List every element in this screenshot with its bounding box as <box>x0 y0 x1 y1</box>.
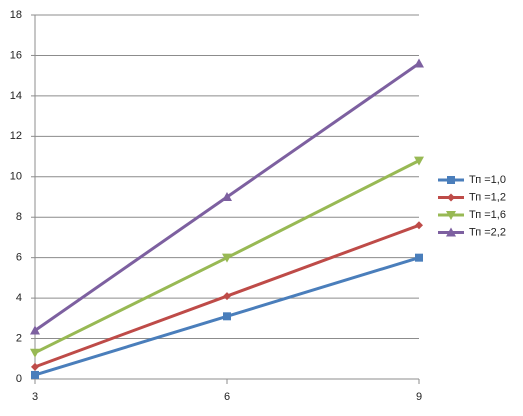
x-tick-label: 3 <box>32 391 38 403</box>
y-tick-label: 0 <box>16 373 22 385</box>
x-tick-label: 9 <box>416 391 422 403</box>
marker <box>31 370 39 379</box>
marker <box>30 325 40 335</box>
marker <box>415 253 423 262</box>
y-tick-label: 14 <box>10 90 22 102</box>
y-tick-label: 4 <box>16 292 22 304</box>
marker <box>223 292 231 301</box>
marker <box>222 253 232 263</box>
y-tick-label: 2 <box>16 332 22 344</box>
marker <box>31 362 39 371</box>
marker <box>30 348 40 358</box>
marker <box>223 312 231 321</box>
x-tick-label: 6 <box>224 391 230 403</box>
marker <box>414 156 424 166</box>
y-tick-label: 18 <box>10 9 22 21</box>
legend-label: Тп =1,2 <box>469 191 506 203</box>
y-tick-label: 16 <box>10 49 22 61</box>
legend-label: Тп =1,6 <box>469 209 506 221</box>
y-tick-label: 10 <box>10 171 22 183</box>
legend-label: Тп =1,0 <box>469 174 506 186</box>
legend-label: Тп =2,2 <box>469 226 506 238</box>
marker <box>414 58 424 68</box>
marker <box>415 221 423 230</box>
y-tick-label: 12 <box>10 130 22 142</box>
y-tick-label: 6 <box>16 252 22 264</box>
legend-marker <box>447 193 455 202</box>
legend-marker <box>446 227 456 237</box>
y-tick-label: 8 <box>16 211 22 223</box>
legend-marker <box>447 176 455 184</box>
legend-marker <box>446 211 456 220</box>
marker <box>222 192 232 201</box>
